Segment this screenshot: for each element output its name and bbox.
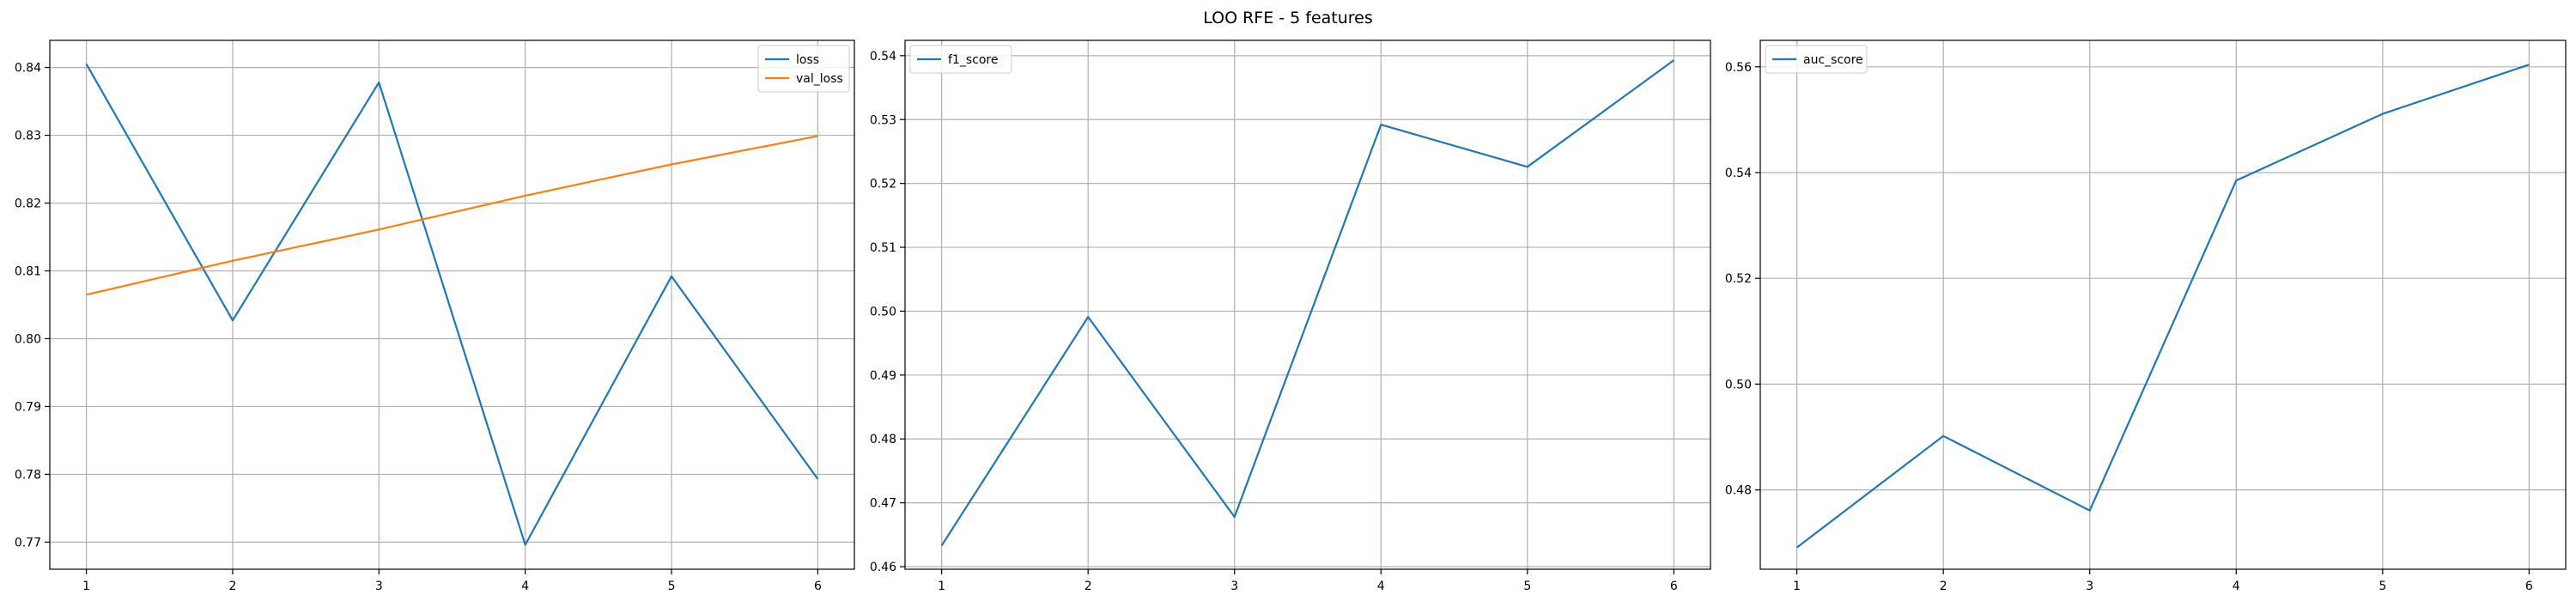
x-tick-label: 6 — [814, 580, 822, 593]
chart-panel-2: 1 2 3 4 5 6 0.46 0.47 0.48 0.49 0.50 0.51 0.52 0.53 0.… — [870, 39, 1711, 593]
y-tick-label: 0.56 — [1725, 61, 1752, 75]
plot-frame — [49, 39, 855, 570]
plot-frame — [904, 39, 1711, 570]
legend: loss val_loss — [757, 45, 850, 93]
x-tick-label: 4 — [2233, 580, 2240, 593]
legend-label-val_loss: val_loss — [796, 72, 843, 86]
y-tick-label: 0.48 — [1725, 484, 1752, 498]
legend-box — [1765, 45, 1868, 74]
y-tick-label: 0.48 — [870, 433, 896, 446]
y-tick-label: 0.54 — [870, 50, 896, 64]
y-tick-label: 0.81 — [15, 265, 41, 279]
y-tick-label: 0.79 — [15, 400, 41, 414]
y-tick-label: 0.50 — [1725, 378, 1752, 392]
chart-panel-1: 1 2 3 4 5 6 0.77 0.78 0.79 0.80 0.81 0.82 0.83 0.84 lo… — [15, 39, 855, 593]
y-tick-label: 0.52 — [870, 178, 896, 191]
x-tick-label: 3 — [1230, 580, 1238, 593]
chart-panel-3: 1 2 3 4 5 6 0.48 0.50 0.52 0.54 0.56 auc_score — [1725, 39, 2567, 593]
series-line-auc_score — [1795, 64, 2530, 549]
y-tick-label: 0.84 — [15, 62, 41, 76]
series-line-val_loss — [86, 135, 818, 296]
x-tick-label: 4 — [521, 580, 529, 593]
y-tick-label: 0.51 — [870, 241, 896, 255]
y-tick-label: 0.47 — [870, 497, 896, 511]
figure-title: LOO RFE - 5 features — [1203, 9, 1373, 27]
x-tick-label: 6 — [1670, 580, 1678, 593]
plot-frame — [1759, 39, 2567, 570]
legend-label-loss: loss — [796, 53, 819, 67]
y-tick-label: 0.78 — [15, 468, 41, 482]
legend-label-f1_score: f1_score — [948, 53, 998, 67]
y-tick-label: 0.80 — [15, 332, 41, 346]
y-tick-label: 0.49 — [870, 369, 896, 383]
x-tick-label: 2 — [1084, 580, 1092, 593]
legend-box — [909, 45, 1012, 74]
x-tick-label: 6 — [2525, 580, 2533, 593]
y-tick-label: 0.83 — [15, 130, 41, 143]
y-tick-label: 0.53 — [870, 113, 896, 127]
x-tick-label: 1 — [82, 580, 90, 593]
x-tick-label: 1 — [938, 580, 945, 593]
x-tick-label: 4 — [1377, 580, 1385, 593]
x-tick-label: 5 — [1523, 580, 1531, 593]
legend: f1_score — [909, 45, 1012, 74]
legend-label-auc_score: auc_score — [1803, 53, 1863, 67]
x-tick-label: 1 — [1793, 580, 1801, 593]
x-tick-label: 5 — [2379, 580, 2386, 593]
series-line-f1_score — [940, 59, 1675, 547]
y-tick-label: 0.77 — [15, 536, 41, 549]
series-line-loss — [85, 64, 819, 546]
x-tick-label: 3 — [375, 580, 383, 593]
y-tick-label: 0.54 — [1725, 167, 1752, 180]
x-tick-label: 5 — [668, 580, 676, 593]
x-tick-label: 3 — [2086, 580, 2093, 593]
legend-box — [757, 45, 850, 93]
x-tick-label: 2 — [228, 580, 236, 593]
x-tick-label: 2 — [1940, 580, 1947, 593]
y-tick-label: 0.52 — [1725, 272, 1752, 286]
y-tick-label: 0.46 — [870, 561, 896, 574]
legend: auc_score — [1765, 45, 1868, 74]
y-tick-label: 0.82 — [15, 197, 41, 211]
y-tick-label: 0.50 — [870, 305, 896, 319]
